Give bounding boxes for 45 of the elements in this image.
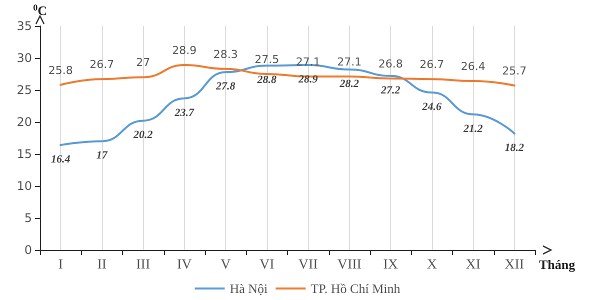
legend-label: Hà Nội (230, 281, 268, 296)
data-label: 28.8 (256, 74, 277, 86)
data-label: 27.8 (215, 80, 236, 93)
y-tick-label: 5 (24, 211, 32, 225)
data-label: 27.2 (380, 84, 401, 96)
y-tick-label: 30 (16, 51, 32, 65)
data-label: 26.8 (378, 57, 403, 70)
data-label: 27 (136, 56, 150, 70)
x-tick-label: X (426, 258, 437, 272)
x-tick-label: VII (298, 258, 318, 272)
x-tick-label: XII (504, 258, 524, 272)
x-tick-label: III (136, 258, 150, 272)
y-tick-label: 20 (16, 115, 32, 129)
data-label: 18.2 (504, 142, 524, 154)
data-label: 26.7 (420, 58, 444, 72)
x-tick-label: IV (176, 258, 192, 272)
data-label: 26.7 (90, 58, 114, 72)
data-label: 23.7 (174, 106, 194, 119)
x-tick-label: XI (466, 258, 481, 272)
x-tick-label: I (58, 258, 64, 272)
data-label: 28.2 (338, 78, 360, 90)
data-label: 25.7 (502, 64, 527, 78)
y-tick-label: 25 (16, 83, 32, 97)
x-tick-label: IX (383, 258, 398, 272)
y-tick-label: 10 (16, 179, 32, 193)
x-tick-label: II (97, 258, 107, 272)
x-axis-title: Tháng (539, 257, 576, 272)
data-label: 28.3 (213, 48, 238, 61)
y-tick-label: 15 (16, 147, 32, 161)
data-label: 16.4 (51, 154, 71, 166)
legend-label: TP. Hồ Chí Minh (310, 281, 401, 296)
data-label: 27.5 (254, 53, 280, 66)
data-label: 24.6 (421, 101, 442, 114)
y-tick-label: 0 (24, 243, 32, 257)
data-label: 28.9 (172, 44, 197, 58)
x-tick-label: V (220, 258, 231, 272)
data-label: 27.1 (337, 56, 362, 69)
data-label: 26.4 (460, 60, 486, 74)
x-tick-label: VIII (337, 258, 362, 272)
data-label: 17 (96, 150, 108, 162)
x-tick-label: VI (259, 258, 275, 272)
y-tick-label: 35 (16, 19, 32, 33)
data-label: 25.8 (48, 64, 73, 77)
data-label: 21.2 (462, 122, 484, 135)
data-label: 20.2 (132, 129, 154, 142)
